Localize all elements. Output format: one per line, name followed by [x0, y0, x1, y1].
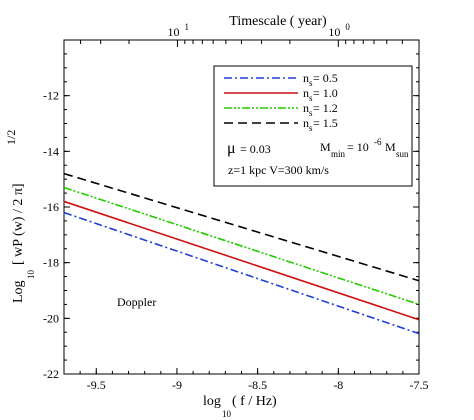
- x-title-rest: ( f / Hz): [232, 394, 277, 409]
- param-line2: z=1 kpc V=300 km/s: [228, 163, 329, 177]
- x-title-sub: 10: [222, 409, 232, 419]
- param-mmin: M min = 10 -6 M sun: [320, 137, 409, 159]
- top-tick-base: 10: [167, 25, 179, 39]
- y-tick-label: -18: [43, 256, 59, 270]
- y-title-main: Log: [11, 280, 26, 303]
- y-tick-label: -14: [43, 144, 59, 158]
- legend-label-sub: s: [309, 78, 313, 88]
- legend-box: [213, 65, 413, 187]
- annotation-doppler: Doppler: [117, 295, 156, 309]
- y-tick-label: -12: [43, 89, 59, 103]
- series-layer: [63, 172, 420, 335]
- legend-label-value: = 1.5: [313, 116, 338, 130]
- legend-label-base: n: [303, 101, 309, 115]
- legend-label-value: = 1.2: [313, 101, 338, 115]
- legend-label-sub: s: [309, 108, 313, 118]
- legend-label-value: = 1.0: [313, 86, 338, 100]
- top-axis-ticks: 10 1 10 0: [80, 22, 403, 47]
- y-title-sup: 1/2: [4, 130, 18, 145]
- mmin-eq: = 10: [347, 140, 369, 154]
- mu-symbol: μ: [227, 140, 236, 157]
- y-axis-title: Log 10 [ wP (w) / 2 π] 1/2: [4, 130, 36, 303]
- mmin-exp: -6: [374, 137, 382, 147]
- mmin-base: M: [320, 140, 331, 154]
- y-tick-label: -22: [43, 367, 59, 381]
- y-tick-label: -20: [43, 311, 59, 325]
- x-title-main: log: [203, 394, 221, 409]
- x-tick-label: -8.5: [248, 378, 267, 392]
- y-tick-label: -16: [43, 200, 59, 214]
- legend-label-sub: s: [309, 93, 313, 103]
- top-tick-exp: 0: [345, 22, 350, 32]
- axis-ticks: -9.5 -9 -8.5 -8 -7.5 -22 -20 -18 -16 -14 -12: [43, 39, 429, 392]
- x-tick-label: -7.5: [410, 378, 429, 392]
- param-mu: μ = 0.03: [227, 140, 271, 157]
- mmin-unit-sub: sun: [396, 149, 409, 159]
- legend-label-base: n: [303, 116, 309, 130]
- legend-label-base: n: [303, 86, 309, 100]
- series-line-3: [63, 172, 420, 282]
- legend-label-base: n: [303, 71, 309, 85]
- top-axis-title: Timescale ( year): [229, 14, 327, 29]
- series-line-2: [63, 186, 420, 306]
- x-tick-label: -8: [333, 378, 343, 392]
- x-axis-title: log 10 ( f / Hz): [203, 394, 277, 419]
- x-tick-label: -9.5: [87, 378, 106, 392]
- series-line-1: [63, 200, 420, 321]
- y-title-rest: [ wP (w) / 2 π]: [11, 183, 26, 265]
- mmin-unit: M: [385, 140, 396, 154]
- top-tick-base: 10: [328, 25, 340, 39]
- y-title-sub: 10: [26, 270, 36, 280]
- mu-value: = 0.03: [240, 142, 271, 156]
- legend-items: n s = 0.5n s = 1.0n s = 1.2n s = 1.5: [224, 71, 338, 133]
- x-tick-label: -9: [172, 378, 182, 392]
- series-line-0: [63, 211, 420, 335]
- legend-label-value: = 0.5: [313, 71, 338, 85]
- legend-label-sub: s: [309, 123, 313, 133]
- mmin-sub: min: [331, 149, 346, 159]
- top-tick-exp: 1: [184, 22, 189, 32]
